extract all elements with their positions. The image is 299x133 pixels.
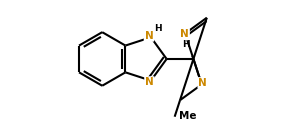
Text: N: N (180, 29, 189, 40)
Text: N: N (145, 31, 153, 41)
Text: Me: Me (179, 111, 196, 121)
Text: H: H (154, 24, 161, 33)
Text: N: N (198, 78, 207, 88)
Text: N: N (145, 77, 154, 87)
Text: H: H (182, 40, 190, 49)
